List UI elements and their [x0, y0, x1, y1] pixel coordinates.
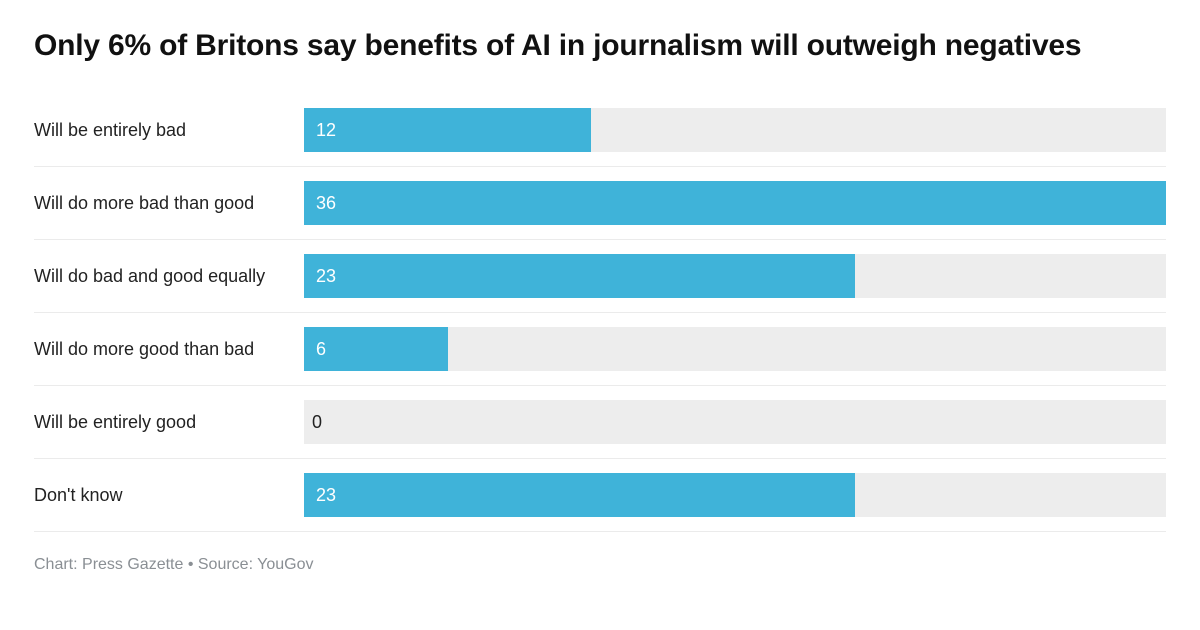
source-line: Chart: Press Gazette • Source: YouGov — [34, 556, 1166, 574]
bar-value: 0 — [304, 412, 322, 433]
chart-row: Don't know23 — [34, 459, 1166, 532]
row-label: Will be entirely good — [34, 412, 304, 433]
bar-fill: 36 — [304, 181, 1166, 225]
chart-row: Will do more bad than good36 — [34, 167, 1166, 240]
bar-track: 23 — [304, 254, 1166, 298]
row-label: Will do bad and good equally — [34, 266, 304, 287]
bar-fill: 23 — [304, 254, 855, 298]
bar-track: 6 — [304, 327, 1166, 371]
bar-track: 36 — [304, 181, 1166, 225]
bar-chart: Will be entirely bad12Will do more bad t… — [34, 94, 1166, 532]
chart-row: Will be entirely bad12 — [34, 94, 1166, 167]
bar-value: 23 — [304, 266, 336, 287]
bar-track: 12 — [304, 108, 1166, 152]
bar-track: 0 — [304, 400, 1166, 444]
row-label: Will do more good than bad — [34, 339, 304, 360]
chart-row: Will do more good than bad6 — [34, 313, 1166, 386]
chart-row: Will be entirely good0 — [34, 386, 1166, 459]
row-label: Will be entirely bad — [34, 120, 304, 141]
bar-value: 6 — [304, 339, 326, 360]
bar-value: 36 — [304, 193, 336, 214]
row-label: Don't know — [34, 485, 304, 506]
bar-fill: 12 — [304, 108, 591, 152]
bar-value: 23 — [304, 485, 336, 506]
bar-fill: 23 — [304, 473, 855, 517]
chart-row: Will do bad and good equally23 — [34, 240, 1166, 313]
chart-title: Only 6% of Britons say benefits of AI in… — [34, 28, 1166, 64]
bar-value: 12 — [304, 120, 336, 141]
row-label: Will do more bad than good — [34, 193, 304, 214]
bar-track: 23 — [304, 473, 1166, 517]
bar-fill: 6 — [304, 327, 448, 371]
